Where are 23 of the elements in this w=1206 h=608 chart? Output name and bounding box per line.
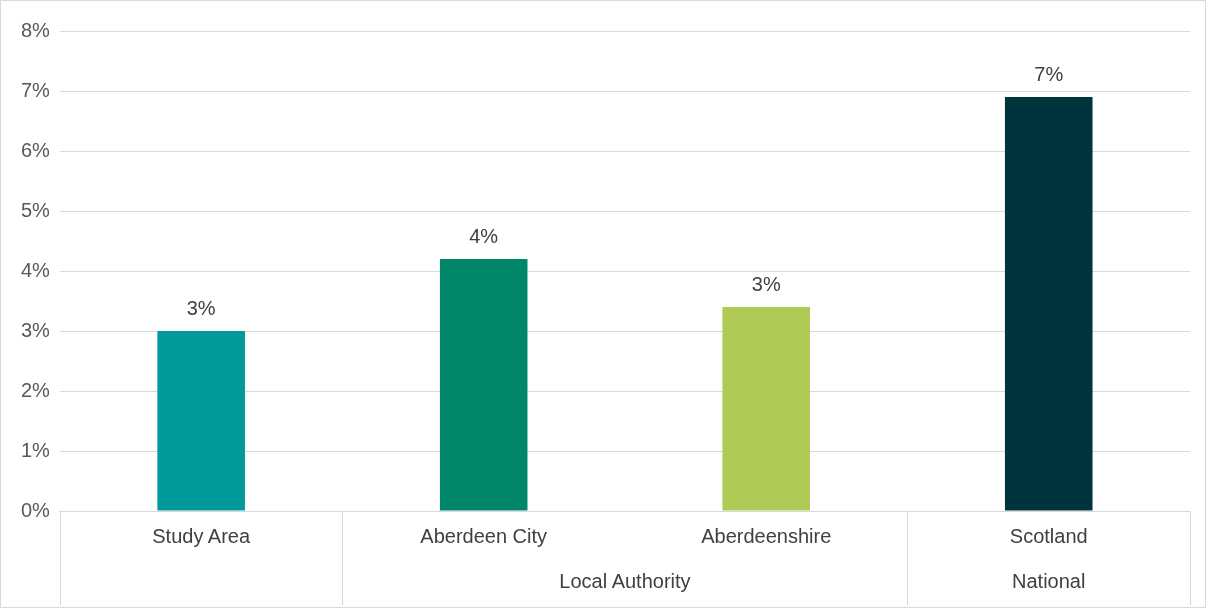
y-tick-label: 2%	[21, 378, 51, 401]
text: National	[1012, 569, 1086, 592]
bar	[439, 259, 528, 511]
data-label: 3%	[186, 296, 216, 319]
y-tick-label: 5%	[21, 198, 51, 221]
x-tick-label: Study Area	[152, 524, 251, 547]
y-tick-label: 0%	[21, 498, 51, 521]
bar	[157, 331, 245, 511]
x-tick-label: Aberdeenshire	[701, 524, 832, 547]
data-label: 7%	[1034, 62, 1064, 85]
data-label: 4%	[469, 224, 499, 247]
x-tick-label: Aberdeen City	[420, 524, 548, 547]
data-label: 3%	[751, 272, 781, 295]
x-tick-label: Scotland	[1009, 524, 1088, 547]
y-tick-label: 8%	[21, 18, 51, 41]
y-tick-label: 6%	[21, 138, 51, 161]
y-tick-label: 3%	[21, 318, 51, 341]
bar	[1004, 97, 1093, 511]
text: Local Authority	[559, 569, 691, 592]
y-tick-label: 1%	[21, 438, 51, 461]
bar	[722, 307, 811, 511]
y-tick-label: 7%	[21, 78, 51, 101]
y-tick-label: 4%	[21, 258, 51, 281]
